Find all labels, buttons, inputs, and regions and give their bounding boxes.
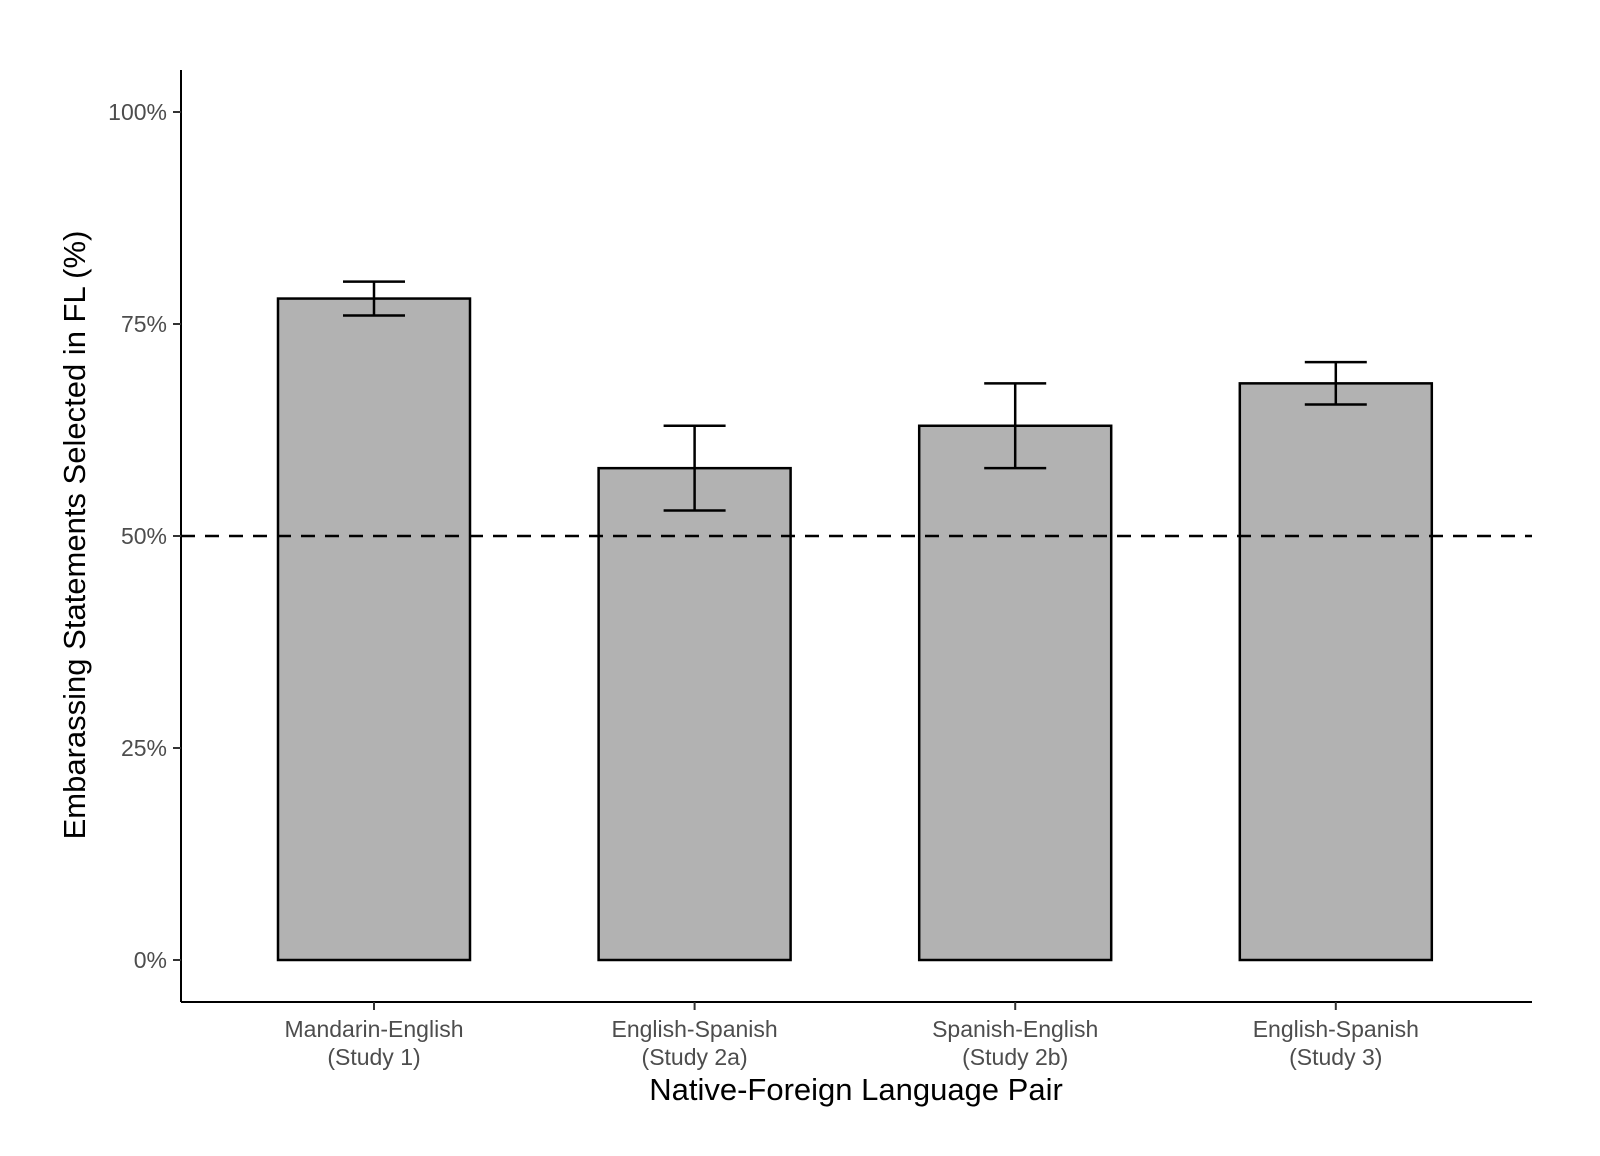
error-bar: [1304, 360, 1367, 406]
bar: [917, 424, 1113, 962]
x-tick-label: English-Spanish (Study 2a): [611, 1016, 777, 1070]
bar: [276, 297, 472, 962]
error-bar: [663, 424, 726, 512]
x-tick-label: Mandarin-English (Study 1): [285, 1016, 464, 1070]
y-ticks-layer: 0% 25% 50% 75% 100%: [108, 99, 181, 973]
y-tick-label: 50%: [121, 523, 167, 549]
y-tick-label: 25%: [121, 735, 167, 761]
y-axis-title: Embarassing Statements Selected in FL (%…: [57, 231, 92, 840]
x-axis-title: Native-Foreign Language Pair: [649, 1072, 1063, 1107]
y-tick-label: 100%: [108, 99, 167, 125]
error-bars-layer: [343, 280, 1367, 512]
bar: [1238, 382, 1434, 962]
x-ticks-layer: Mandarin-English (Study 1) English-Spanish…: [285, 1002, 1419, 1070]
error-bar: [343, 280, 405, 317]
y-tick-label: 0%: [134, 947, 167, 973]
bar: [597, 466, 792, 962]
bars-layer: [276, 297, 1434, 962]
error-bar: [984, 382, 1047, 470]
y-tick-label: 75%: [121, 311, 167, 337]
x-tick-label: Spanish-English (Study 2b): [932, 1016, 1098, 1070]
x-tick-label: English-Spanish (Study 3): [1253, 1016, 1419, 1070]
